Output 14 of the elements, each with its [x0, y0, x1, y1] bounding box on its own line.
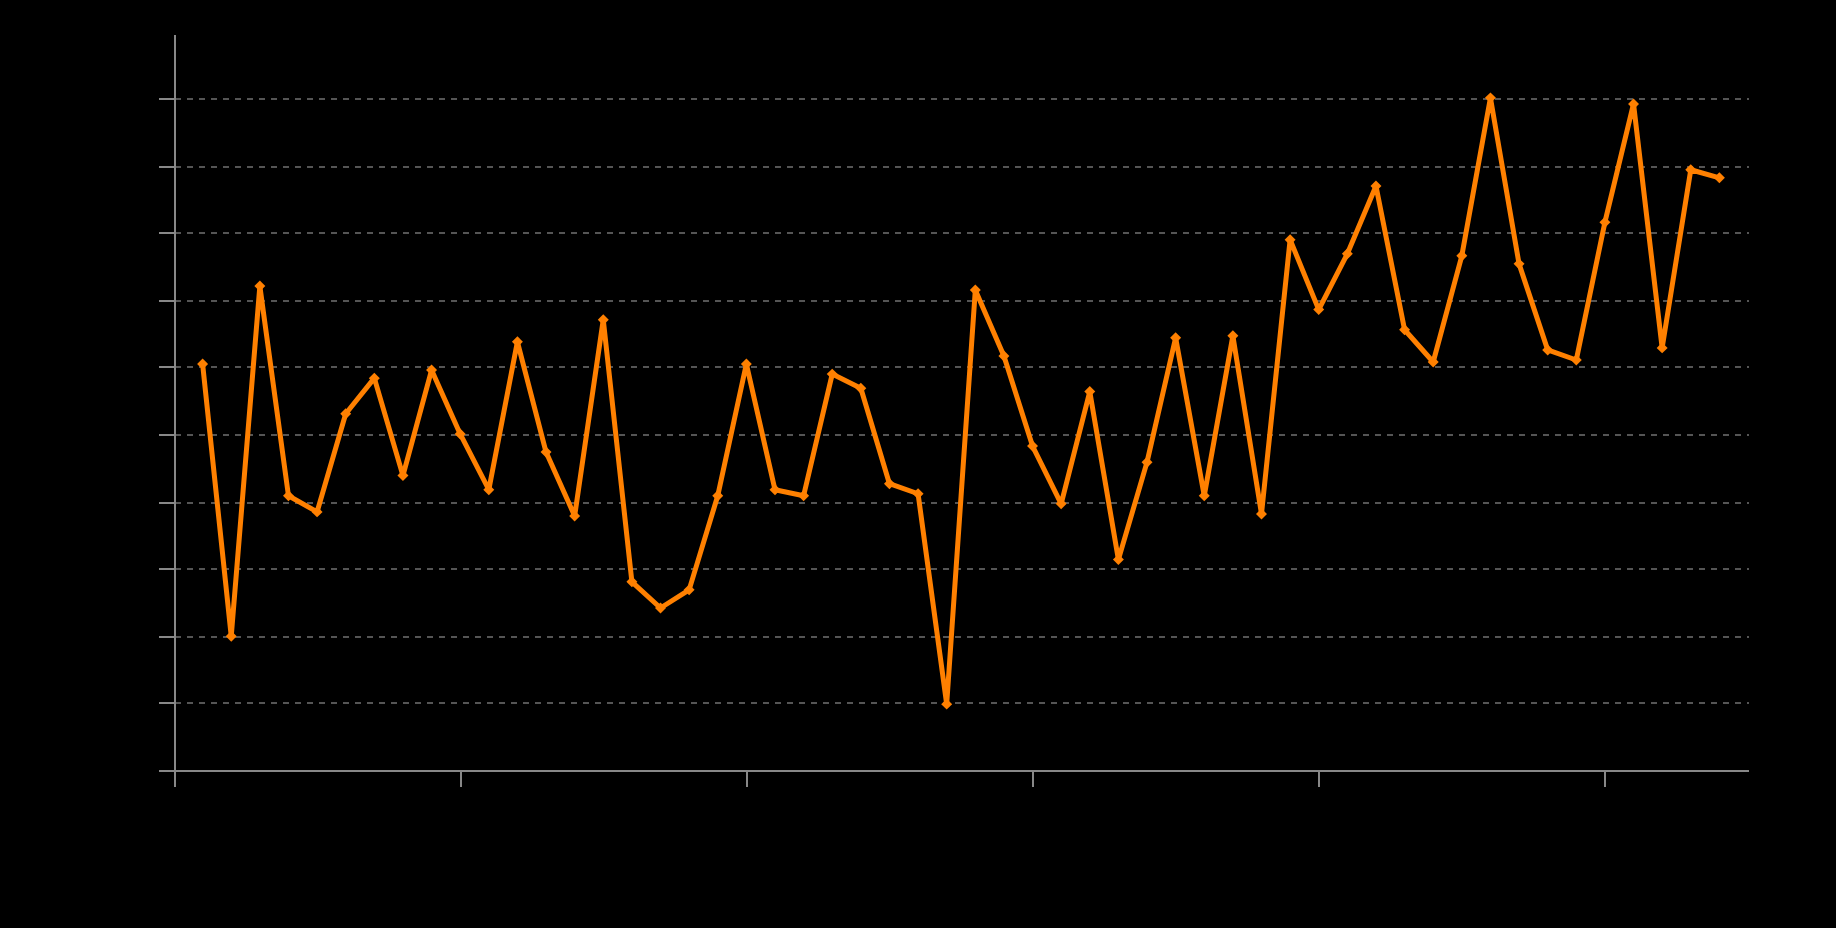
point — [883, 478, 895, 490]
point — [683, 584, 695, 596]
point — [540, 446, 552, 458]
point — [826, 368, 838, 380]
point — [1399, 324, 1411, 336]
point — [340, 408, 352, 420]
point — [798, 490, 810, 502]
point — [1027, 440, 1039, 452]
point — [712, 490, 724, 502]
point — [998, 350, 1010, 362]
point — [1341, 248, 1353, 260]
point — [454, 428, 466, 440]
point — [311, 506, 323, 518]
point — [855, 382, 867, 394]
